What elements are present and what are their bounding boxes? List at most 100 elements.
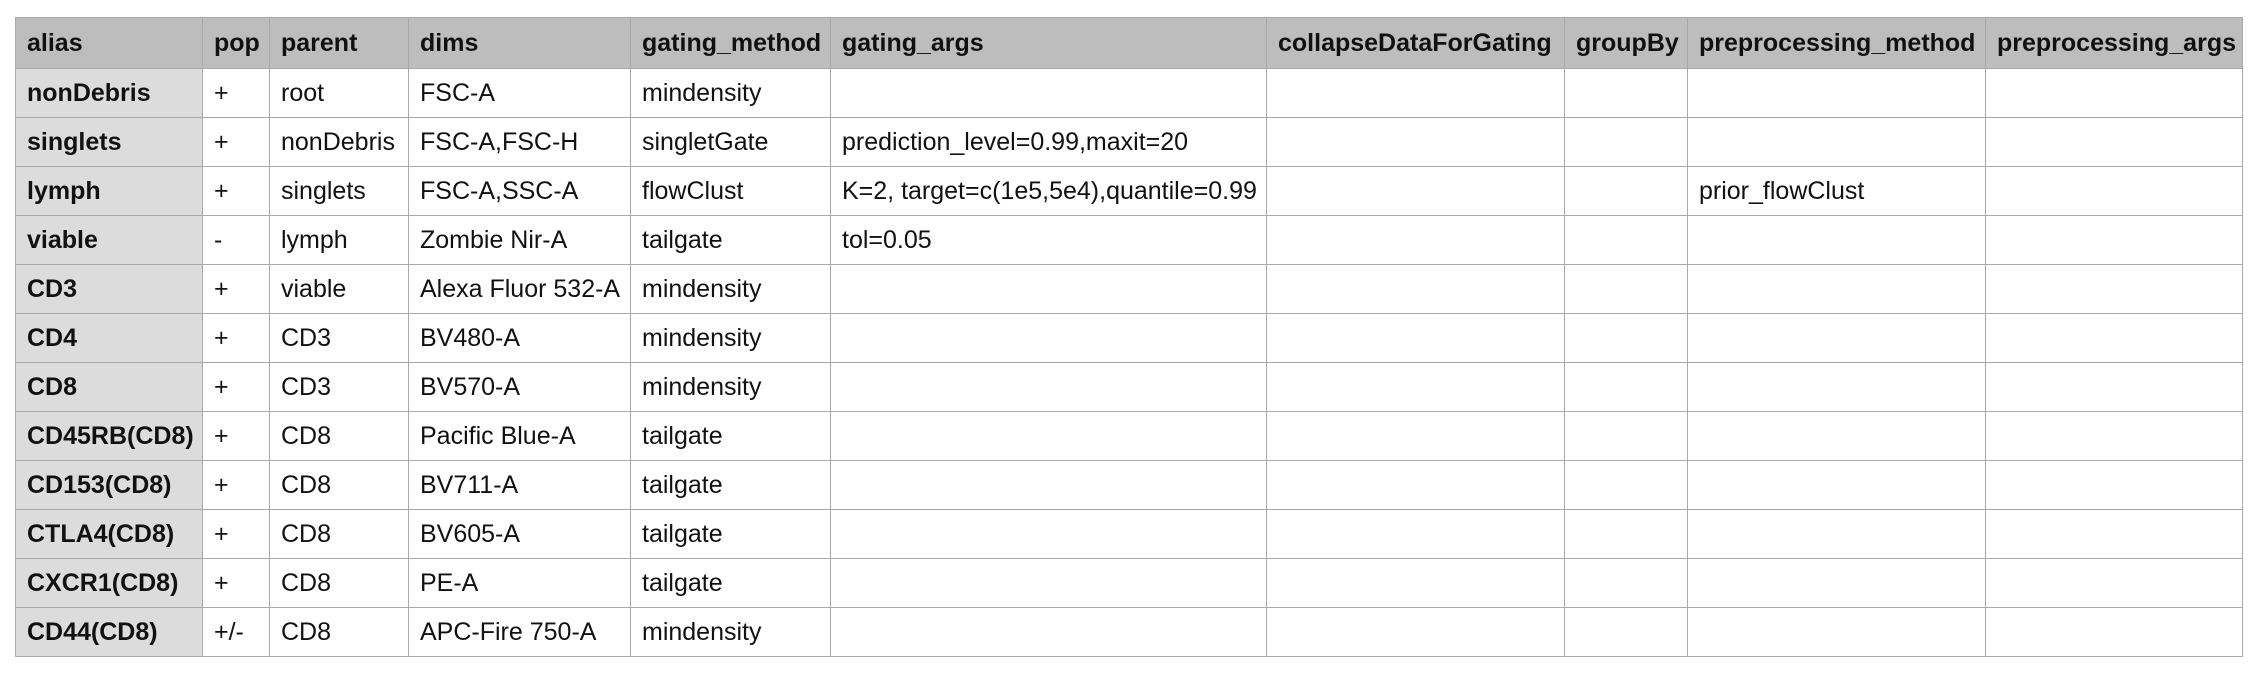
cell-parent[interactable]: CD8: [269, 607, 409, 657]
cell-preprocessing-method[interactable]: [1687, 264, 1986, 314]
cell-alias[interactable]: viable: [15, 215, 203, 265]
cell-dims[interactable]: BV480-A: [408, 313, 631, 363]
cell-gating-method[interactable]: mindensity: [630, 362, 831, 412]
cell-preprocessing-method[interactable]: prior_flowClust: [1687, 166, 1986, 216]
cell-pop[interactable]: -: [202, 215, 270, 265]
cell-preprocessing-args[interactable]: [1985, 313, 2243, 363]
cell-preprocessing-method[interactable]: [1687, 68, 1986, 118]
cell-gating-args[interactable]: tol=0.05: [830, 215, 1267, 265]
cell-collapsedataforgating[interactable]: [1266, 215, 1565, 265]
cell-dims[interactable]: Zombie Nir-A: [408, 215, 631, 265]
cell-preprocessing-args[interactable]: [1985, 68, 2243, 118]
column-header-parent[interactable]: parent: [269, 17, 409, 69]
cell-gating-method[interactable]: mindensity: [630, 264, 831, 314]
cell-pop[interactable]: +: [202, 460, 270, 510]
cell-gating-method[interactable]: singletGate: [630, 117, 831, 167]
cell-preprocessing-args[interactable]: [1985, 558, 2243, 608]
cell-alias[interactable]: CD44(CD8): [15, 607, 203, 657]
cell-collapsedataforgating[interactable]: [1266, 264, 1565, 314]
cell-preprocessing-method[interactable]: [1687, 313, 1986, 363]
cell-gating-args[interactable]: [830, 264, 1267, 314]
cell-collapsedataforgating[interactable]: [1266, 607, 1565, 657]
cell-alias[interactable]: nonDebris: [15, 68, 203, 118]
cell-pop[interactable]: +: [202, 264, 270, 314]
cell-dims[interactable]: FSC-A,SSC-A: [408, 166, 631, 216]
cell-collapsedataforgating[interactable]: [1266, 313, 1565, 363]
cell-preprocessing-args[interactable]: [1985, 411, 2243, 461]
cell-pop[interactable]: +: [202, 411, 270, 461]
column-header-preprocessing-method[interactable]: preprocessing_method: [1687, 17, 1986, 69]
cell-preprocessing-args[interactable]: [1985, 362, 2243, 412]
cell-alias[interactable]: CD45RB(CD8): [15, 411, 203, 461]
cell-pop[interactable]: +: [202, 313, 270, 363]
cell-pop[interactable]: +: [202, 509, 270, 559]
column-header-collapsedataforgating[interactable]: collapseDataForGating: [1266, 17, 1565, 69]
cell-collapsedataforgating[interactable]: [1266, 460, 1565, 510]
cell-dims[interactable]: FSC-A: [408, 68, 631, 118]
cell-alias[interactable]: CD153(CD8): [15, 460, 203, 510]
cell-parent[interactable]: viable: [269, 264, 409, 314]
cell-collapsedataforgating[interactable]: [1266, 558, 1565, 608]
cell-groupby[interactable]: [1564, 215, 1688, 265]
cell-alias[interactable]: CXCR1(CD8): [15, 558, 203, 608]
cell-dims[interactable]: Alexa Fluor 532-A: [408, 264, 631, 314]
cell-gating-args[interactable]: [830, 607, 1267, 657]
cell-gating-method[interactable]: flowClust: [630, 166, 831, 216]
cell-dims[interactable]: BV605-A: [408, 509, 631, 559]
column-header-preprocessing-args[interactable]: preprocessing_args: [1985, 17, 2243, 69]
cell-parent[interactable]: CD8: [269, 460, 409, 510]
cell-gating-args[interactable]: [830, 411, 1267, 461]
cell-alias[interactable]: lymph: [15, 166, 203, 216]
cell-groupby[interactable]: [1564, 411, 1688, 461]
cell-pop[interactable]: +: [202, 362, 270, 412]
cell-gating-method[interactable]: mindensity: [630, 68, 831, 118]
cell-groupby[interactable]: [1564, 607, 1688, 657]
cell-collapsedataforgating[interactable]: [1266, 362, 1565, 412]
column-header-pop[interactable]: pop: [202, 17, 270, 69]
cell-collapsedataforgating[interactable]: [1266, 509, 1565, 559]
cell-parent[interactable]: CD8: [269, 509, 409, 559]
cell-preprocessing-method[interactable]: [1687, 362, 1986, 412]
cell-pop[interactable]: +/-: [202, 607, 270, 657]
cell-groupby[interactable]: [1564, 264, 1688, 314]
cell-dims[interactable]: Pacific Blue-A: [408, 411, 631, 461]
cell-preprocessing-method[interactable]: [1687, 509, 1986, 559]
cell-preprocessing-method[interactable]: [1687, 411, 1986, 461]
cell-alias[interactable]: CTLA4(CD8): [15, 509, 203, 559]
column-header-gating-method[interactable]: gating_method: [630, 17, 831, 69]
cell-preprocessing-args[interactable]: [1985, 509, 2243, 559]
cell-gating-method[interactable]: mindensity: [630, 313, 831, 363]
cell-alias[interactable]: singlets: [15, 117, 203, 167]
cell-gating-args[interactable]: [830, 362, 1267, 412]
cell-groupby[interactable]: [1564, 509, 1688, 559]
cell-groupby[interactable]: [1564, 313, 1688, 363]
cell-collapsedataforgating[interactable]: [1266, 166, 1565, 216]
cell-gating-method[interactable]: tailgate: [630, 215, 831, 265]
cell-gating-args[interactable]: [830, 460, 1267, 510]
cell-gating-args[interactable]: [830, 509, 1267, 559]
cell-pop[interactable]: +: [202, 558, 270, 608]
cell-pop[interactable]: +: [202, 68, 270, 118]
cell-pop[interactable]: +: [202, 117, 270, 167]
cell-collapsedataforgating[interactable]: [1266, 68, 1565, 118]
cell-preprocessing-args[interactable]: [1985, 166, 2243, 216]
cell-parent[interactable]: lymph: [269, 215, 409, 265]
cell-dims[interactable]: FSC-A,FSC-H: [408, 117, 631, 167]
column-header-dims[interactable]: dims: [408, 17, 631, 69]
column-header-gating-args[interactable]: gating_args: [830, 17, 1267, 69]
cell-parent[interactable]: CD3: [269, 313, 409, 363]
cell-preprocessing-args[interactable]: [1985, 264, 2243, 314]
cell-alias[interactable]: CD8: [15, 362, 203, 412]
cell-gating-method[interactable]: mindensity: [630, 607, 831, 657]
cell-gating-method[interactable]: tailgate: [630, 411, 831, 461]
cell-collapsedataforgating[interactable]: [1266, 117, 1565, 167]
cell-groupby[interactable]: [1564, 68, 1688, 118]
cell-dims[interactable]: BV711-A: [408, 460, 631, 510]
cell-parent[interactable]: CD8: [269, 558, 409, 608]
cell-groupby[interactable]: [1564, 362, 1688, 412]
cell-parent[interactable]: nonDebris: [269, 117, 409, 167]
cell-preprocessing-method[interactable]: [1687, 460, 1986, 510]
cell-parent[interactable]: CD3: [269, 362, 409, 412]
cell-gating-method[interactable]: tailgate: [630, 558, 831, 608]
cell-preprocessing-method[interactable]: [1687, 607, 1986, 657]
